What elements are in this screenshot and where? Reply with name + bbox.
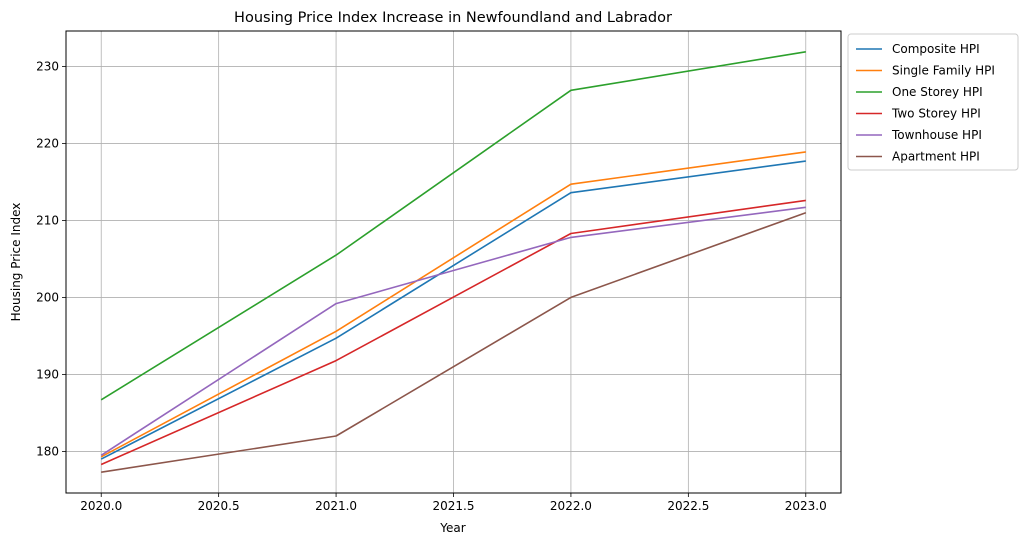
- x-tick-label: 2023.0: [785, 499, 827, 513]
- grid: [66, 31, 841, 493]
- series-line-1: [100, 151, 806, 458]
- y-tick-label: 180: [36, 444, 59, 458]
- x-axis-ticks: 2020.0 2020.5 2021.0 2021.5 2022.0 2022.5 2023…: [80, 493, 827, 513]
- legend-label: Apartment HPI: [892, 150, 980, 164]
- legend-label: One Storey HPI: [892, 85, 983, 99]
- x-tick-label: 2021.5: [433, 499, 475, 513]
- x-tick-label: 2022.5: [667, 499, 709, 513]
- x-axis-title: Year: [439, 521, 465, 535]
- series-line-5: [101, 211, 807, 473]
- x-tick-label: 2020.5: [198, 499, 240, 513]
- series-lines: [100, 51, 807, 473]
- series-line-3: [100, 199, 806, 466]
- legend-box: [847, 33, 1019, 171]
- legend: Composite HPI Single Family HPI One Storey…: [847, 33, 1019, 171]
- y-tick-label: 220: [36, 136, 59, 150]
- x-tick-label: 2021.0: [315, 499, 357, 513]
- legend-label: Single Family HPI: [892, 64, 995, 78]
- x-tick-label: 2020.0: [80, 499, 122, 513]
- series-line-4: [100, 206, 806, 456]
- y-tick-label: 230: [36, 59, 59, 73]
- y-axis-title: Housing Price Index: [9, 203, 23, 322]
- y-tick-label: 190: [36, 367, 59, 381]
- y-tick-label: 210: [36, 213, 59, 227]
- legend-label: Composite HPI: [892, 42, 980, 56]
- y-tick-label: 200: [36, 290, 59, 304]
- series-line-0: [100, 160, 806, 460]
- x-tick-label: 2022.0: [550, 499, 592, 513]
- chart-title: Housing Price Index Increase in Newfound…: [234, 10, 672, 26]
- legend-label: Two Storey HPI: [891, 107, 981, 121]
- y-axis-ticks: 180 190 200 210 220 230: [36, 59, 66, 458]
- legend-label: Townhouse HPI: [891, 128, 982, 142]
- series-line-2: [100, 51, 806, 401]
